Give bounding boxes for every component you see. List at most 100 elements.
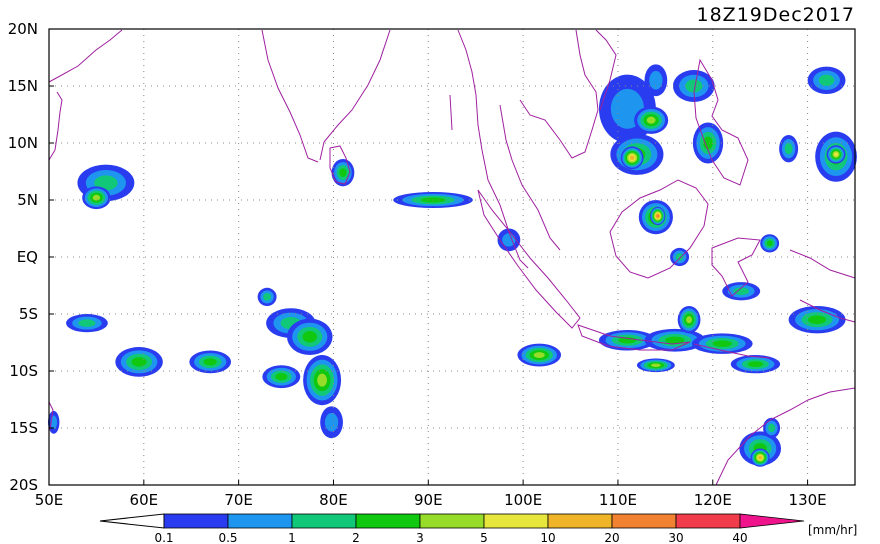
rain-cell [685,79,703,93]
lon-tick-label: 60E [130,491,159,509]
rain-cell [768,423,776,433]
lon-tick-label: 90E [414,491,443,509]
rain-cell [203,358,217,366]
rain-cell [317,373,328,387]
australia-north-coast [715,387,856,486]
lat-tick-label: 15N [8,77,38,95]
colorbar-segment [291,513,357,529]
colorbar-segment [419,513,485,529]
india-east-coast [319,29,391,161]
lat-tick-label: 20S [9,476,38,494]
rain-cell [656,214,660,218]
lesser-sunda [693,343,771,359]
rain-cell [92,194,101,201]
vietnam-coast [595,29,617,111]
colorbar-segment [611,513,677,529]
lat-tick-label: 5N [17,191,38,209]
colorbar-under-triangle [99,513,165,529]
colorbar-level-label: 2 [352,531,360,544]
colorbar-segment [355,513,421,529]
colorbar-level-label: 40 [732,531,747,544]
lat-tick-label: 20N [8,20,38,38]
colorbar-level-label: 30 [668,531,683,544]
rain-cell [302,330,318,343]
madagascar [48,401,54,431]
india-west-coast [261,29,319,163]
rain-cell [649,70,663,90]
colorbar-segment [547,513,613,529]
colorbar-segment [227,513,293,529]
latitude-axis: 20N 15N 10N 5N EQ 5S 10S 15S 20S [8,20,54,494]
malay-peninsula [499,104,561,251]
rain-cell [263,293,271,301]
lon-tick-label: 70E [224,491,253,509]
rain-cell [533,352,545,358]
lat-tick-label: 10S [9,362,38,380]
java [577,324,691,351]
map-plot-area [48,28,857,486]
rain-cell [665,336,685,344]
lon-tick-label: 110E [599,491,637,509]
lat-tick-label: EQ [17,248,38,266]
lon-tick-label: 80E [319,491,348,509]
rain-cell [78,319,96,327]
indochina-coast [519,29,599,159]
lon-tick-label: 130E [789,491,827,509]
rain-cell [703,136,713,150]
lat-tick-label: 5S [19,305,38,323]
andaman-islands [449,94,453,131]
lon-tick-label: 120E [694,491,732,509]
rain-cell [766,240,773,247]
colorbar-segment [483,513,549,529]
rain-cell [686,316,693,324]
rain-cell [747,361,764,368]
rain-cell [339,168,347,177]
new-guinea-south [799,299,856,323]
myanmar-coast [457,29,529,269]
borneo [609,179,709,279]
sulawesi [711,237,761,297]
rain-cell [818,74,835,86]
units-label: [mm/hr] [808,523,857,537]
rain-cell [646,116,656,124]
rain-layer [48,64,857,467]
somalia-coast [48,91,63,161]
philippines [693,58,749,186]
rain-cell [324,412,339,432]
colorbar-segment [163,513,229,529]
rain-cell [712,340,732,347]
rain-cell [94,175,118,191]
map-title: 18Z19Dec2017 [697,4,856,26]
coastlines [48,29,856,486]
colorbar-level-label: 0.5 [218,531,237,544]
colorbar-segment [675,513,741,529]
longitude-axis: 50E 60E 70E 80E 90E 100E 110E 120E 130E [35,480,827,509]
rain-cell [758,455,762,460]
sri-lanka [329,145,351,185]
colorbar-level-label: 1 [288,531,296,544]
colorbar-level-label: 20 [604,531,619,544]
lat-tick-label: 10N [8,134,38,152]
rain-cell [733,287,750,295]
colorbar-level-label: 3 [416,531,424,544]
rain-cell [784,143,793,155]
grid-lines [49,29,855,485]
new-guinea-north [789,249,856,279]
colorbar-over-triangle [739,513,805,529]
rain-cell [808,315,827,325]
colorbar-level-label: 5 [480,531,488,544]
colorbar-level-label: 0.1 [154,531,173,544]
rain-cell [630,155,635,160]
lon-tick-label: 100E [504,491,542,509]
rain-cell [502,233,516,247]
rain-cell [833,152,839,157]
rain-cell [131,357,147,367]
rain-cell [650,363,661,368]
arabia-coast [48,29,123,83]
colorbar-level-label: 10 [540,531,555,544]
lon-tick-label: 50E [35,491,64,509]
sumatra [477,189,581,329]
lat-tick-label: 15S [9,419,38,437]
colorbar: 0.1 0.5 1 2 3 5 10 20 30 40 [99,513,805,544]
